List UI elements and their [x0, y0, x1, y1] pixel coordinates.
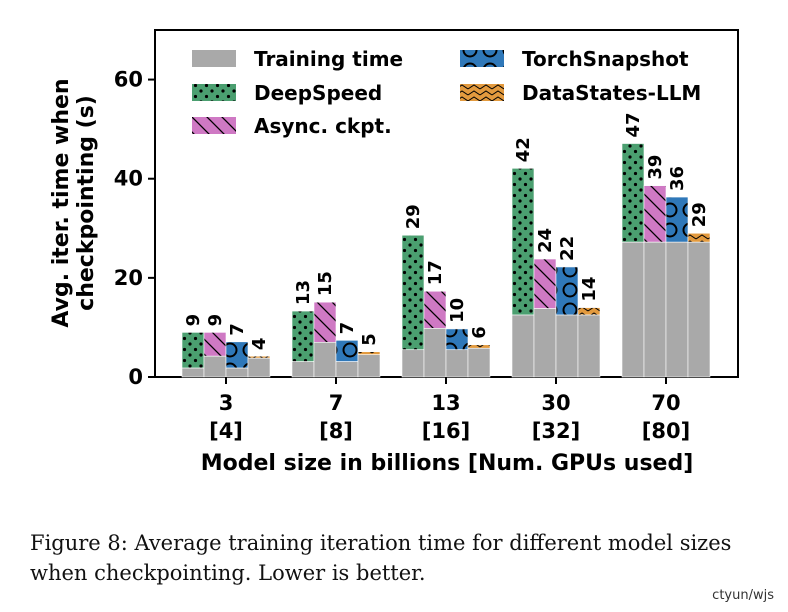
data-label-datastates-llm-70: 29	[689, 202, 710, 227]
legend-label-datastates-llm: DataStates-LLM	[522, 81, 701, 105]
x-tick-label-model: 3	[219, 391, 234, 415]
bar-datastates-llm-7	[357, 351, 381, 355]
y-tick-label: 40	[114, 167, 143, 191]
bar-deepspeed-30	[511, 168, 535, 316]
bar-torchsnapshot-7	[335, 340, 359, 362]
x-axis-title: Model size in billions [Num. GPUs used]	[201, 451, 694, 476]
bar-training-time-deepspeed-7	[291, 361, 315, 378]
bar-deepspeed-13	[401, 234, 425, 351]
bar-training-time-async-ckpt-3	[203, 355, 227, 378]
bar-training-time-datastates-llm-3	[247, 357, 271, 378]
data-label-deepspeed-13: 29	[403, 204, 424, 229]
x-tick-label-model: 7	[329, 391, 344, 415]
bar-deepspeed-7	[291, 310, 315, 362]
bar-torchsnapshot-30	[555, 266, 579, 316]
bar-training-time-datastates-llm-70	[687, 241, 711, 378]
x-tick-label-gpus: [4]	[209, 419, 243, 443]
legend-label-training-time: Training time	[254, 47, 403, 71]
bar-training-time-deepspeed-70	[621, 241, 645, 378]
data-label-datastates-llm-7: 5	[359, 333, 380, 346]
data-label-torchsnapshot-3: 7	[227, 323, 248, 336]
data-label-torchsnapshot-7: 7	[337, 322, 358, 335]
y-tick-label: 60	[114, 68, 143, 92]
bars	[181, 143, 711, 378]
bar-training-time-async-ckpt-13	[423, 328, 447, 378]
x-tick-label-gpus: [16]	[422, 419, 470, 443]
bar-async-ckpt-13	[423, 290, 447, 329]
data-label-torchsnapshot-13: 10	[447, 298, 468, 323]
y-axis-title-line-2: checkpointing (s)	[74, 95, 99, 311]
x-tick-label-model: 30	[541, 391, 570, 415]
data-label-async-ckpt-7: 15	[315, 271, 336, 296]
y-axis-title: Avg. iter. time when checkpointing (s)	[49, 78, 99, 327]
bar-async-ckpt-30	[533, 258, 557, 309]
data-label-deepspeed-70: 47	[623, 112, 644, 137]
y-axis: 0 20 40 60	[114, 68, 155, 389]
data-label-datastates-llm-30: 14	[579, 277, 600, 302]
data-label-datastates-llm-13: 6	[469, 326, 490, 339]
bar-training-time-deepspeed-3	[181, 367, 205, 378]
bar-training-time-async-ckpt-7	[313, 341, 337, 378]
legend-label-torchsnapshot: TorchSnapshot	[522, 47, 689, 71]
legend-swatch-torchsnapshot	[460, 50, 504, 67]
bar-torchsnapshot-70	[665, 196, 689, 243]
data-label-async-ckpt-30: 24	[535, 228, 556, 253]
data-label-torchsnapshot-70: 36	[667, 166, 688, 191]
y-axis-title-line-1: Avg. iter. time when	[49, 78, 74, 327]
legend-swatch-async-ckpt	[192, 117, 236, 134]
data-label-datastates-llm-3: 4	[249, 338, 270, 351]
data-label-deepspeed-30: 42	[513, 137, 534, 162]
bar-deepspeed-70	[621, 143, 645, 243]
bar-deepspeed-3	[181, 332, 205, 369]
bar-training-time-torchsnapshot-3	[225, 367, 249, 378]
bar-training-time-datastates-llm-30	[577, 314, 601, 378]
legend-swatch-training-time	[192, 50, 236, 67]
legend-label-async-ckpt: Async. ckpt.	[254, 114, 392, 138]
bar-datastates-llm-70	[687, 232, 711, 243]
bar-training-time-datastates-llm-13	[467, 347, 491, 378]
data-label-async-ckpt-70: 39	[645, 155, 666, 180]
bar-datastates-llm-30	[577, 307, 601, 316]
watermark: ctyun/wjs	[712, 588, 774, 603]
x-tick-label-gpus: [8]	[319, 419, 353, 443]
data-label-torchsnapshot-30: 22	[557, 236, 578, 261]
bar-training-time-async-ckpt-70	[643, 241, 667, 378]
bar-datastates-llm-13	[467, 344, 491, 349]
bar-training-time-datastates-llm-7	[357, 354, 381, 378]
figure-caption: Figure 8: Average training iteration tim…	[30, 531, 732, 585]
x-tick-label-model: 13	[431, 391, 460, 415]
bar-async-ckpt-70	[643, 185, 667, 243]
bar-training-time-async-ckpt-30	[533, 308, 557, 378]
bar-training-time-deepspeed-13	[401, 349, 425, 378]
y-tick-label: 20	[114, 266, 143, 290]
legend-swatch-datastates-llm	[460, 84, 504, 101]
bar-training-time-torchsnapshot-70	[665, 241, 689, 378]
data-label-async-ckpt-13: 17	[425, 260, 446, 285]
bar-torchsnapshot-13	[445, 328, 469, 351]
y-tick-label: 0	[128, 365, 143, 389]
legend: Training time DeepSpeed Async. ckpt. Tor…	[192, 47, 701, 138]
legend-swatch-deepspeed	[192, 84, 236, 101]
data-label-deepspeed-3: 9	[183, 314, 204, 327]
bar-async-ckpt-3	[203, 332, 227, 357]
x-tick-label-gpus: [80]	[642, 419, 690, 443]
bar-training-time-torchsnapshot-30	[555, 314, 579, 378]
bar-training-time-torchsnapshot-13	[445, 349, 469, 378]
x-tick-label-gpus: [32]	[532, 419, 580, 443]
bar-async-ckpt-7	[313, 301, 337, 343]
bar-torchsnapshot-3	[225, 341, 249, 369]
data-label-deepspeed-7: 13	[293, 280, 314, 305]
legend-label-deepspeed: DeepSpeed	[254, 81, 382, 105]
bar-training-time-torchsnapshot-7	[335, 361, 359, 378]
x-axis: 3 [4] 7 [8] 13 [16] 30 [32] 70 [80]	[209, 377, 690, 443]
x-tick-label-model: 70	[651, 391, 680, 415]
data-label-async-ckpt-3: 9	[205, 314, 226, 327]
bar-training-time-deepspeed-30	[511, 314, 535, 378]
